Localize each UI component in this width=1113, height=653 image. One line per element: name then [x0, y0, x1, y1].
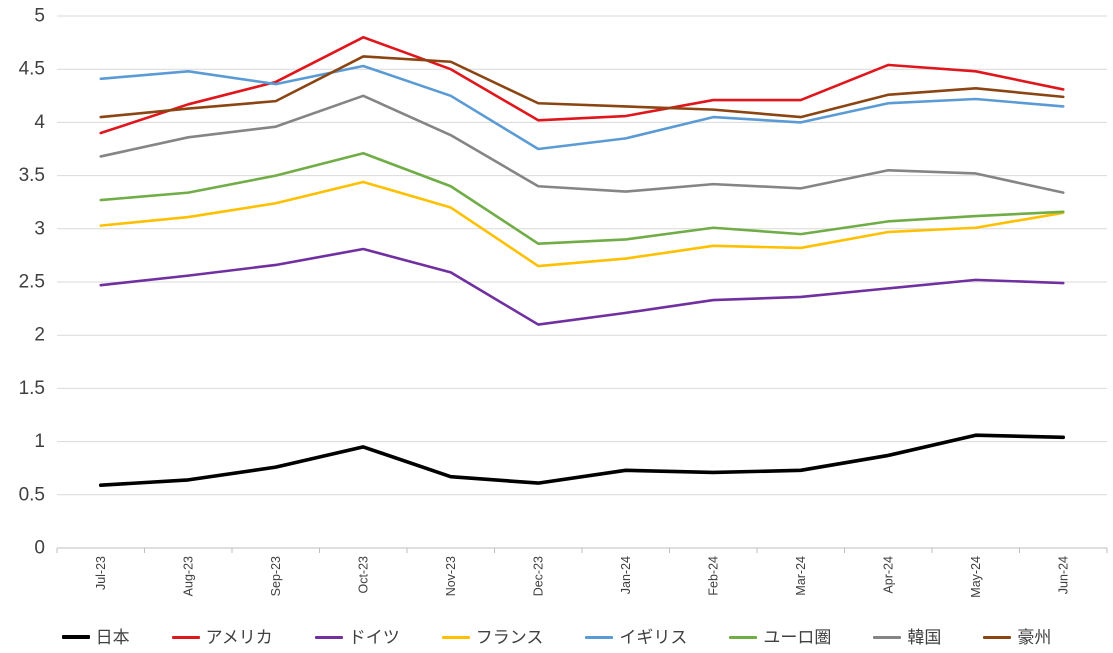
plot-area: 0 0.5 1 1.5 2 2.5 3 3.5 4 4.5 5 Jul-23 Aug-23 Sep-23 O…	[19, 6, 1108, 598]
legend-label: 韓国	[907, 627, 942, 647]
legend-label: ドイツ	[348, 627, 400, 647]
legend-item-日本: 日本	[61, 627, 130, 647]
legend-label: アメリカ	[205, 627, 273, 647]
y-axis-label: 0.5	[19, 484, 45, 505]
x-axis-label: Jan-24	[619, 556, 633, 594]
series-line-豪州	[99, 55, 1065, 119]
series-line-韓国	[99, 94, 1065, 194]
legend-item-豪州: 豪州	[983, 629, 1051, 646]
series-line-フランス	[99, 180, 1065, 268]
x-axis-label: Dec-23	[531, 556, 545, 596]
legend-item-フランス: フランス	[441, 627, 544, 647]
series-line-ドイツ	[99, 247, 1065, 326]
y-axis-label: 2.5	[19, 272, 45, 293]
y-axis-label: 5	[34, 6, 45, 27]
series-line-イギリス	[99, 64, 1065, 151]
y-axis-label: 4	[34, 112, 45, 133]
legend-item-アメリカ: アメリカ	[171, 627, 273, 647]
y-axis-label: 4.5	[19, 59, 45, 80]
legend-swatch	[171, 635, 200, 639]
y-axis-label: 2	[34, 325, 45, 346]
x-axis-label: Feb-24	[706, 556, 720, 596]
x-axis-label: Jun-24	[1056, 556, 1070, 594]
x-axis-label: Nov-23	[444, 556, 458, 596]
y-axis-label: 1	[34, 431, 45, 452]
legend-swatch	[441, 635, 470, 639]
legend-item-韓国: 韓国	[873, 629, 941, 646]
legend-item-ドイツ: ドイツ	[314, 627, 400, 647]
legend-swatch	[314, 635, 343, 639]
series-line-ユーロ圏	[99, 151, 1065, 245]
legend-swatch	[61, 635, 90, 639]
y-axis-label: 3.5	[19, 165, 45, 186]
legend-label: イギリス	[619, 627, 688, 647]
legend-swatch	[585, 635, 614, 639]
x-axis-label: May-24	[969, 556, 983, 598]
legend-swatch	[873, 635, 902, 639]
x-axis-label: Jul-23	[94, 556, 108, 590]
legend-swatch	[729, 635, 758, 639]
series-line-アメリカ	[99, 35, 1065, 135]
x-axis-label: Sep-23	[269, 556, 283, 596]
x-axis-label: Oct-23	[356, 556, 370, 594]
legend-label: フランス	[475, 627, 544, 647]
chart-legend: 日本 アメリカ ドイツ フランス イギリス ユーロ圏 韓国 豪州	[0, 619, 1113, 653]
y-axis-label: 0	[34, 538, 45, 559]
series-line-日本	[98, 433, 1066, 488]
legend-label: 日本	[95, 627, 130, 647]
legend-swatch	[983, 635, 1012, 639]
x-axis-label: Aug-23	[181, 556, 195, 596]
y-axis-label: 3	[34, 218, 45, 239]
x-axis-label: Apr-24	[881, 556, 895, 594]
y-axis-label: 1.5	[19, 378, 45, 399]
legend-label: ユーロ圏	[763, 627, 832, 647]
legend-item-イギリス: イギリス	[585, 629, 687, 646]
legend-label: 豪州	[1017, 627, 1052, 647]
legend-item-ユーロ圏: ユーロ圏	[729, 629, 831, 646]
x-axis-label: Mar-24	[794, 556, 808, 596]
